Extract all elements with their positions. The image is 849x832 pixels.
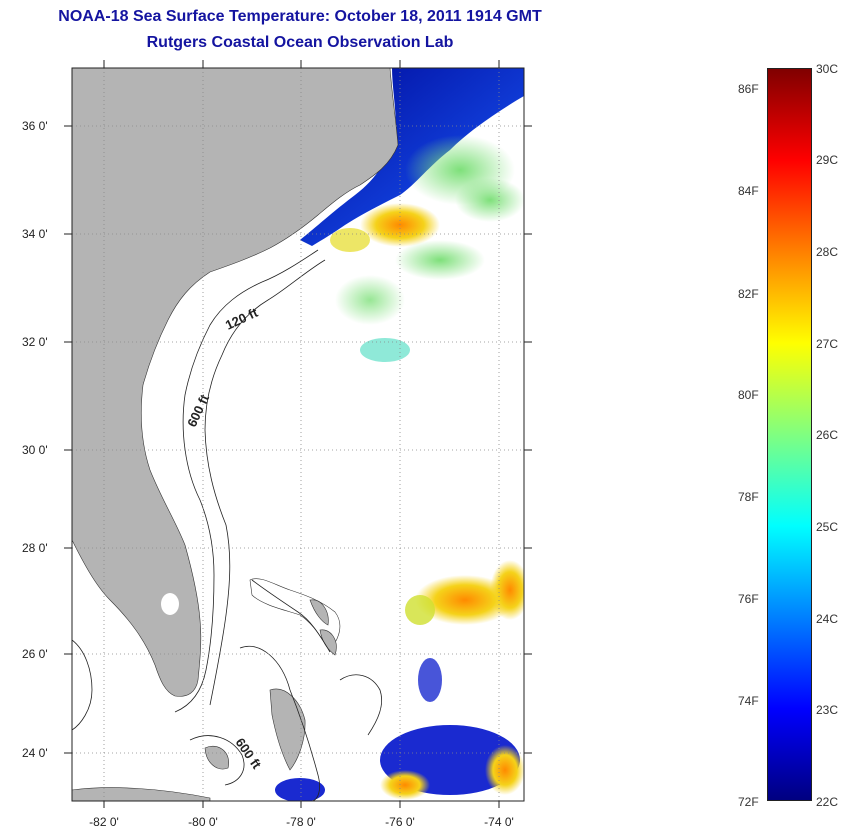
sst-patches-south <box>275 560 524 801</box>
map-subtitle: Rutgers Coastal Ocean Observation Lab <box>146 34 454 51</box>
lon-label: -78 0' <box>286 815 316 829</box>
colorbar-label-c: 26C <box>816 428 839 442</box>
lat-label: 36 0' <box>22 119 48 133</box>
lat-label: 34 0' <box>22 227 48 241</box>
colorbar-label-f: 84F <box>738 184 759 198</box>
colorbar-label-f: 74F <box>738 694 759 708</box>
colorbar-label-c: 25C <box>816 520 839 534</box>
land-mass <box>72 68 399 697</box>
colorbar-label-c: 23C <box>816 703 839 717</box>
sst-patches-north <box>330 135 524 362</box>
colorbar-label-f: 82F <box>738 287 759 301</box>
colorbar-label-c: 24C <box>816 612 839 626</box>
colorbar-label-c: 29C <box>816 153 839 167</box>
lat-label: 30 0' <box>22 443 48 457</box>
colorbar-label-c: 27C <box>816 337 839 351</box>
map-frame <box>71 67 525 802</box>
colorbar-label-c: 22C <box>816 795 839 809</box>
temperature-colorbar <box>767 68 812 801</box>
lat-label: 32 0' <box>22 335 48 349</box>
lon-label: -82 0' <box>89 815 119 829</box>
colorbar-label-f: 80F <box>738 388 759 402</box>
lon-label: -76 0' <box>385 815 415 829</box>
lat-label: 26 0' <box>22 647 48 661</box>
colorbar-label-f: 86F <box>738 82 759 96</box>
lake-okeechobee <box>161 593 179 615</box>
colorbar-label-c: 30C <box>816 62 839 76</box>
lon-label: -74 0' <box>484 815 514 829</box>
map-content <box>72 68 524 801</box>
lat-label: 28 0' <box>22 541 48 555</box>
longitude-labels: -82 0' -80 0' -78 0' -76 0' -74 0' <box>89 815 514 829</box>
bathymetry-contours <box>72 249 383 801</box>
latitude-labels: 36 0' 34 0' 32 0' 30 0' 28 0' 26 0' 24 0… <box>22 119 48 760</box>
colorbar-label-f: 72F <box>738 795 759 809</box>
lon-label: -80 0' <box>188 815 218 829</box>
map-title: NOAA-18 Sea Surface Temperature: October… <box>58 8 542 25</box>
colorbar-label-c: 28C <box>816 245 839 259</box>
colorbar-label-f: 76F <box>738 592 759 606</box>
colorbar-label-f: 78F <box>738 490 759 504</box>
lat-label: 24 0' <box>22 746 48 760</box>
tick-marks <box>64 60 532 808</box>
graticule <box>72 68 524 801</box>
